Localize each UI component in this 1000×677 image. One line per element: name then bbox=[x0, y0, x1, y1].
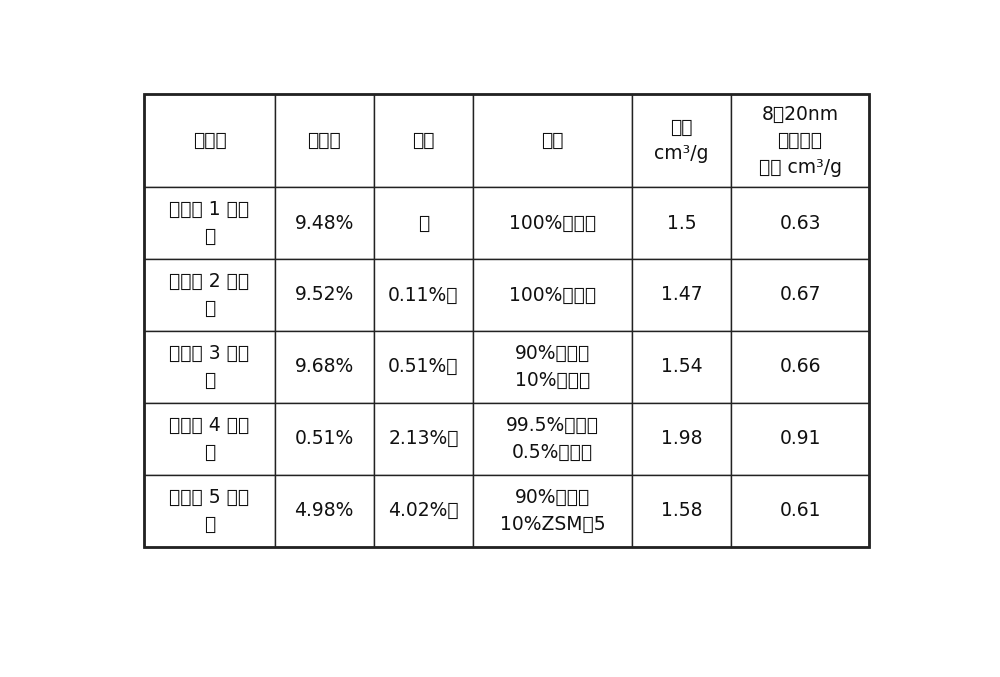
Bar bbox=[632, 259, 731, 331]
Bar bbox=[632, 94, 731, 187]
Bar bbox=[473, 331, 632, 403]
Bar bbox=[632, 187, 731, 259]
Text: 1.98: 1.98 bbox=[661, 429, 702, 448]
Text: 实施例 4 催化
剂: 实施例 4 催化 剂 bbox=[169, 416, 250, 462]
Bar bbox=[731, 475, 869, 547]
Bar bbox=[374, 94, 473, 187]
Bar bbox=[144, 403, 275, 475]
Bar bbox=[632, 403, 731, 475]
Bar bbox=[144, 187, 275, 259]
Text: 孔容
cm³/g: 孔容 cm³/g bbox=[654, 118, 709, 163]
Text: 100%氧化硅: 100%氧化硅 bbox=[509, 286, 596, 305]
Bar bbox=[275, 187, 374, 259]
Bar bbox=[473, 403, 632, 475]
Text: 0.91: 0.91 bbox=[779, 429, 821, 448]
Bar bbox=[144, 259, 275, 331]
Text: 无: 无 bbox=[418, 213, 429, 232]
Text: 8～20nm
孔道累积
孔容 cm³/g: 8～20nm 孔道累积 孔容 cm³/g bbox=[759, 105, 842, 177]
Text: 助剂: 助剂 bbox=[412, 131, 435, 150]
Bar bbox=[275, 331, 374, 403]
Bar bbox=[632, 475, 731, 547]
Bar bbox=[374, 331, 473, 403]
Bar bbox=[275, 475, 374, 547]
Text: 9.48%: 9.48% bbox=[294, 213, 354, 232]
Bar bbox=[275, 259, 374, 331]
Bar bbox=[473, 259, 632, 331]
Text: 0.51%: 0.51% bbox=[295, 429, 354, 448]
Bar bbox=[275, 403, 374, 475]
Text: 实施例 5 催化
剂: 实施例 5 催化 剂 bbox=[169, 488, 250, 533]
Bar bbox=[275, 94, 374, 187]
Bar bbox=[731, 187, 869, 259]
Text: 2.13%钯: 2.13%钯 bbox=[388, 429, 459, 448]
Bar bbox=[632, 331, 731, 403]
Text: 1.47: 1.47 bbox=[661, 286, 702, 305]
Text: 9.52%: 9.52% bbox=[295, 286, 354, 305]
Bar bbox=[731, 94, 869, 187]
Text: 100%氧化硅: 100%氧化硅 bbox=[509, 213, 596, 232]
Text: 银含量: 银含量 bbox=[307, 131, 341, 150]
Bar bbox=[731, 259, 869, 331]
Bar bbox=[731, 403, 869, 475]
Bar bbox=[374, 403, 473, 475]
Bar bbox=[731, 331, 869, 403]
Bar bbox=[144, 94, 275, 187]
Bar bbox=[374, 475, 473, 547]
Text: 0.61: 0.61 bbox=[779, 501, 821, 521]
Bar bbox=[374, 187, 473, 259]
Text: 4.98%: 4.98% bbox=[294, 501, 354, 521]
Text: 实施例 2 催化
剂: 实施例 2 催化 剂 bbox=[169, 272, 250, 318]
Bar bbox=[473, 94, 632, 187]
Bar bbox=[144, 331, 275, 403]
Text: 99.5%氧化硅
0.5%氧化钛: 99.5%氧化硅 0.5%氧化钛 bbox=[506, 416, 599, 462]
Text: 1.58: 1.58 bbox=[661, 501, 702, 521]
Bar bbox=[144, 475, 275, 547]
Bar bbox=[473, 475, 632, 547]
Text: 实施例 3 催化
剂: 实施例 3 催化 剂 bbox=[169, 344, 250, 390]
Text: 9.68%: 9.68% bbox=[295, 357, 354, 376]
Text: 0.63: 0.63 bbox=[779, 213, 821, 232]
Text: 4.02%镍: 4.02%镍 bbox=[388, 501, 459, 521]
Text: 90%氧化硅
10%ZSM－5: 90%氧化硅 10%ZSM－5 bbox=[500, 488, 605, 533]
Text: 载体: 载体 bbox=[541, 131, 564, 150]
Text: 0.66: 0.66 bbox=[779, 357, 821, 376]
Text: 90%氧化硅
10%氧化铝: 90%氧化硅 10%氧化铝 bbox=[515, 344, 590, 390]
Text: 0.51%镍: 0.51%镍 bbox=[388, 357, 459, 376]
Bar bbox=[374, 259, 473, 331]
Text: 实施例 1 催化
剂: 实施例 1 催化 剂 bbox=[169, 200, 250, 246]
Text: 0.67: 0.67 bbox=[779, 286, 821, 305]
Bar bbox=[473, 187, 632, 259]
Bar bbox=[144, 94, 869, 547]
Text: 1.54: 1.54 bbox=[661, 357, 702, 376]
Text: 1.5: 1.5 bbox=[667, 213, 696, 232]
Text: 0.11%钴: 0.11%钴 bbox=[388, 286, 459, 305]
Text: 催化剂: 催化剂 bbox=[193, 131, 226, 150]
